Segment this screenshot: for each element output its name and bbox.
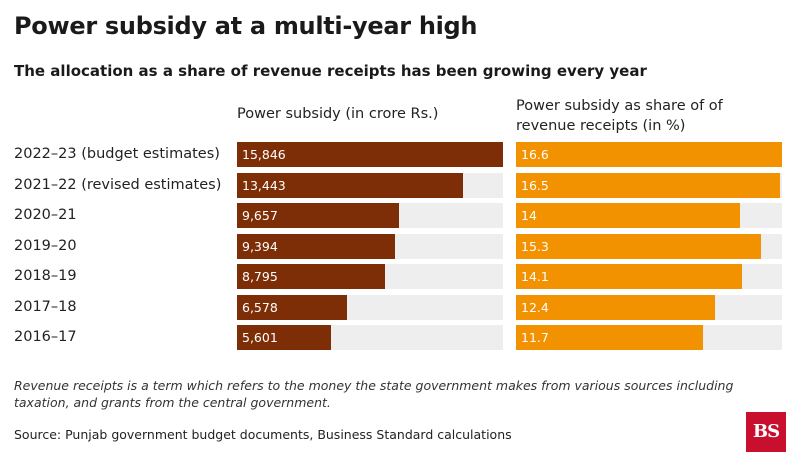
share-value-label: 11.7 bbox=[521, 330, 549, 345]
share-bar-track: 11.7 bbox=[516, 325, 782, 350]
subsidy-value-label: 9,657 bbox=[242, 208, 278, 223]
subsidy-bar-track: 15,846 bbox=[237, 142, 503, 167]
row-label: 2019–20 bbox=[14, 238, 77, 254]
subsidy-bar bbox=[237, 234, 395, 259]
share-bar-track: 16.5 bbox=[516, 173, 782, 198]
subsidy-bar-track: 9,657 bbox=[237, 203, 503, 228]
share-bar bbox=[516, 234, 761, 259]
share-value-label: 15.3 bbox=[521, 239, 549, 254]
chart-subtitle: The allocation as a share of revenue rec… bbox=[14, 62, 647, 80]
subsidy-bar-track: 6,578 bbox=[237, 295, 503, 320]
row-label: 2021–22 (revised estimates) bbox=[14, 177, 222, 193]
subsidy-bar-track: 13,443 bbox=[237, 173, 503, 198]
subsidy-bar bbox=[237, 203, 399, 228]
share-value-label: 16.5 bbox=[521, 178, 549, 193]
share-bar-track: 14.1 bbox=[516, 264, 782, 289]
subsidy-bar bbox=[237, 264, 385, 289]
subsidy-bar-track: 9,394 bbox=[237, 234, 503, 259]
share-value-label: 16.6 bbox=[521, 147, 549, 162]
subsidy-value-label: 5,601 bbox=[242, 330, 278, 345]
share-bar-track: 14 bbox=[516, 203, 782, 228]
share-bar bbox=[516, 325, 703, 350]
subsidy-value-label: 13,443 bbox=[242, 178, 286, 193]
subsidy-bar bbox=[237, 142, 503, 167]
row-label: 2022–23 (budget estimates) bbox=[14, 146, 220, 162]
share-bar bbox=[516, 264, 742, 289]
subsidy-bar-track: 5,601 bbox=[237, 325, 503, 350]
subsidy-value-label: 8,795 bbox=[242, 269, 278, 284]
source-line: Source: Punjab government budget documen… bbox=[14, 427, 512, 442]
share-value-label: 14 bbox=[521, 208, 537, 223]
row-label: 2018–19 bbox=[14, 268, 77, 284]
bs-logo: BS bbox=[746, 412, 786, 452]
subsidy-bar bbox=[237, 295, 347, 320]
subsidy-value-label: 6,578 bbox=[242, 300, 278, 315]
subsidy-bar bbox=[237, 173, 463, 198]
subsidy-column-heading: Power subsidy (in crore Rs.) bbox=[237, 106, 439, 122]
share-bar bbox=[516, 203, 740, 228]
share-value-label: 14.1 bbox=[521, 269, 549, 284]
share-bar-track: 15.3 bbox=[516, 234, 782, 259]
subsidy-bar-track: 8,795 bbox=[237, 264, 503, 289]
subsidy-value-label: 9,394 bbox=[242, 239, 278, 254]
share-bar bbox=[516, 173, 780, 198]
share-bar bbox=[516, 142, 782, 167]
subsidy-value-label: 15,846 bbox=[242, 147, 286, 162]
share-column-heading: Power subsidy as share of of revenue rec… bbox=[516, 98, 723, 134]
row-label: 2020–21 bbox=[14, 207, 77, 223]
subsidy-bar bbox=[237, 325, 331, 350]
footnote: Revenue receipts is a term which refers … bbox=[14, 378, 734, 410]
row-label: 2017–18 bbox=[14, 299, 77, 315]
share-bar-track: 12.4 bbox=[516, 295, 782, 320]
share-bar-track: 16.6 bbox=[516, 142, 782, 167]
chart-title: Power subsidy at a multi-year high bbox=[14, 12, 478, 40]
share-bar bbox=[516, 295, 715, 320]
row-label: 2016–17 bbox=[14, 329, 77, 345]
share-value-label: 12.4 bbox=[521, 300, 549, 315]
